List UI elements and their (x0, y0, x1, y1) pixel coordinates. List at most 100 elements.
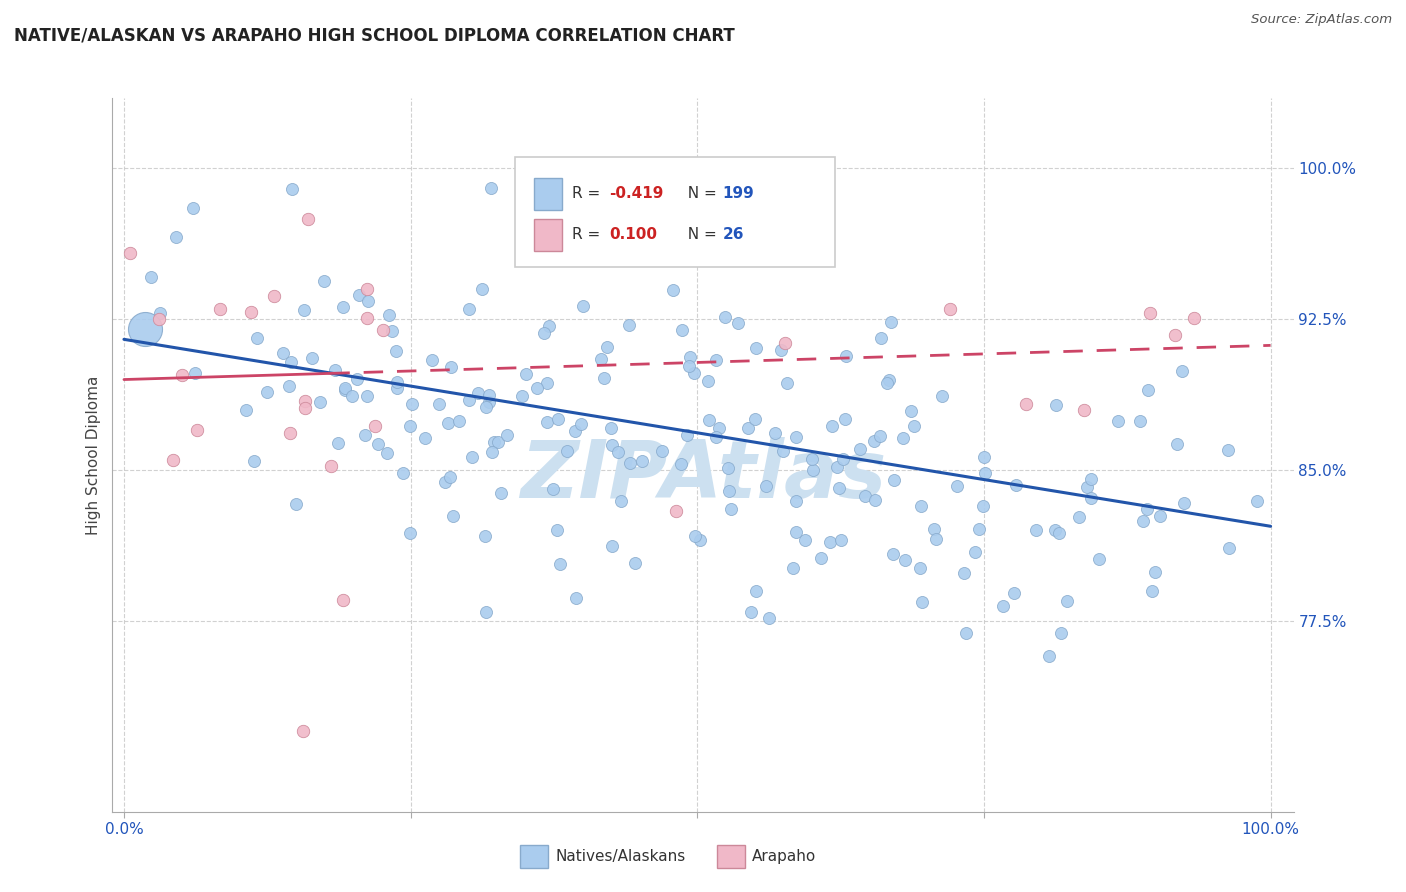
Point (974, 466, 997, 480)
Point (785, 494, 807, 508)
Point (704, 352, 727, 367)
Point (755, 479, 778, 493)
Point (758, 611, 780, 625)
Point (1076, 480, 1098, 494)
Point (170, 368, 193, 382)
Point (818, 534, 841, 549)
Text: R =: R = (572, 186, 606, 201)
Point (1080, 472, 1102, 486)
Point (240, 305, 263, 319)
Point (413, 431, 436, 445)
Point (596, 340, 619, 354)
Point (246, 331, 269, 345)
Point (665, 504, 688, 518)
Point (439, 470, 461, 484)
Text: ZIPAtlas: ZIPAtlas (520, 437, 886, 516)
Point (139, 270, 162, 285)
Point (876, 376, 898, 390)
Point (1164, 328, 1187, 343)
Point (834, 412, 856, 426)
Point (793, 533, 815, 548)
Point (869, 429, 891, 443)
Point (661, 283, 683, 297)
Point (353, 427, 375, 442)
Point (356, 282, 378, 296)
Point (538, 318, 561, 333)
Point (769, 343, 792, 358)
Point (387, 381, 409, 395)
Point (312, 274, 335, 288)
Point (883, 473, 905, 487)
Point (910, 499, 932, 513)
Point (165, 230, 187, 244)
Point (772, 443, 794, 458)
Point (548, 557, 571, 571)
Text: Source: ZipAtlas.com: Source: ZipAtlas.com (1251, 13, 1392, 27)
Point (184, 366, 207, 380)
Point (543, 482, 565, 496)
Point (924, 522, 946, 536)
Point (328, 435, 350, 450)
Point (569, 417, 592, 432)
Point (347, 288, 370, 302)
Point (564, 424, 586, 438)
Point (356, 389, 378, 403)
Point (1140, 584, 1163, 599)
Text: -0.419: -0.419 (609, 186, 664, 201)
Point (1069, 510, 1091, 524)
Point (301, 351, 323, 366)
Point (533, 326, 555, 341)
Text: 26: 26 (723, 227, 744, 242)
Point (828, 481, 851, 495)
Point (384, 344, 406, 359)
Point (651, 444, 673, 458)
Point (346, 372, 368, 386)
Point (479, 181, 502, 195)
Point (367, 436, 389, 450)
Point (484, 434, 506, 449)
Text: Natives/Alaskans: Natives/Alaskans (555, 849, 686, 863)
Point (439, 360, 461, 375)
Point (607, 445, 630, 459)
Point (398, 526, 420, 541)
Point (356, 310, 378, 325)
Point (785, 430, 807, 444)
Point (323, 362, 346, 376)
Point (697, 413, 720, 427)
Point (1173, 495, 1195, 509)
Point (782, 560, 804, 574)
Point (256, 384, 278, 399)
Point (478, 388, 501, 402)
Point (775, 376, 797, 390)
Point (717, 483, 740, 498)
Point (737, 421, 759, 435)
Point (617, 318, 640, 332)
Point (835, 349, 858, 363)
Point (285, 497, 308, 511)
Point (1182, 311, 1205, 326)
Point (364, 419, 387, 434)
Point (1144, 565, 1167, 579)
Point (1218, 541, 1240, 555)
Point (319, 458, 342, 473)
Point (134, 322, 156, 336)
Point (953, 566, 976, 580)
Point (717, 460, 740, 475)
Point (547, 412, 569, 426)
Point (1149, 508, 1171, 523)
Point (631, 453, 654, 467)
Point (600, 539, 623, 553)
Point (481, 445, 503, 459)
Point (433, 475, 456, 489)
Point (671, 323, 693, 337)
Point (235, 402, 257, 417)
Point (1136, 384, 1159, 398)
Point (467, 386, 489, 401)
Point (910, 594, 932, 608)
Point (375, 446, 398, 460)
Point (526, 381, 548, 395)
Point (496, 428, 519, 442)
Point (938, 302, 960, 317)
Point (713, 310, 735, 324)
Point (1132, 515, 1154, 529)
